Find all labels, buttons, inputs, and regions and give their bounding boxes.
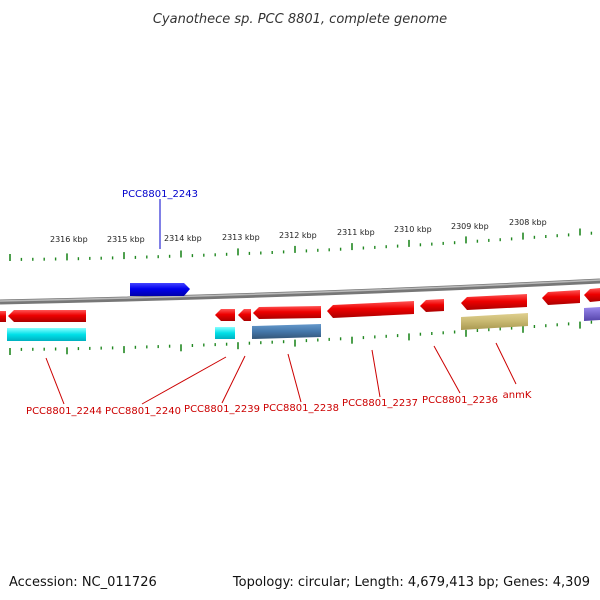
gene-arrow[interactable] — [0, 311, 6, 322]
gene-PCC8801_2244-arrow[interactable] — [8, 310, 86, 322]
gene-label-PCC8801_2240[interactable]: PCC8801_2240 — [105, 406, 181, 417]
cog-bar-khaki[interactable] — [461, 313, 528, 330]
ruler-label: 2314 kbp — [164, 234, 202, 243]
gene-PCC8801_2239-arrow[interactable] — [238, 309, 251, 321]
cog-bar-cyan[interactable] — [7, 328, 86, 341]
ruler-label: 2310 kbp — [394, 225, 432, 234]
gene-PCC8801_2240-arrow[interactable] — [215, 309, 235, 321]
gene-PCC8801_2238-arrow[interactable] — [253, 306, 321, 319]
cog-bars — [7, 307, 600, 341]
genome-backbone — [0, 278, 600, 305]
gene-label-PCC8801_2244[interactable]: PCC8801_2244 — [26, 406, 102, 417]
summary-text: Topology: circular; Length: 4,679,413 bp… — [232, 575, 590, 590]
cog-bar-steelblue[interactable] — [252, 324, 321, 339]
ruler-label: 2311 kbp — [337, 228, 375, 237]
gene-PCC8801_2237-arrow[interactable] — [327, 301, 414, 318]
gene-callouts — [45, 199, 517, 405]
ruler-label: 2312 kbp — [279, 231, 317, 240]
genome-title: Cyanothece sp. PCC 8801, complete genome — [153, 12, 447, 27]
gene-label-PCC8801_2236[interactable]: PCC8801_2236 — [422, 395, 498, 406]
callout-line — [371, 349, 381, 398]
callout-line — [45, 357, 65, 405]
tick-row-top — [9, 228, 593, 261]
gene-label-PCC8801_2237[interactable]: PCC8801_2237 — [342, 398, 418, 409]
cog-bar-cyan[interactable] — [215, 327, 235, 339]
cog-bar-purple[interactable] — [584, 307, 600, 321]
minus-strand-genes — [0, 288, 600, 322]
tick-row-bottom — [9, 320, 593, 355]
ruler-labels: 2316 kbp 2315 kbp 2314 kbp 2313 kbp 2312… — [50, 218, 547, 244]
gene-anmK-arrow[interactable] — [461, 294, 527, 310]
gene-PCC8801_2243[interactable] — [130, 283, 190, 296]
gene-label-PCC8801_2243[interactable]: PCC8801_2243 — [122, 189, 198, 200]
ruler-label: 2313 kbp — [222, 233, 260, 242]
ruler-label: 2309 kbp — [451, 222, 489, 231]
gene-PCC8801_2236-arrow[interactable] — [420, 299, 444, 312]
gene-label-PCC8801_2238[interactable]: PCC8801_2238 — [263, 403, 339, 414]
gene-label-PCC8801_2239[interactable]: PCC8801_2239 — [184, 404, 260, 415]
callout-line — [141, 356, 227, 405]
callout-line — [495, 342, 517, 385]
genome-backbone-highlight — [0, 279, 600, 302]
gene-label-anmK[interactable]: anmK — [503, 390, 532, 401]
gene-arrow[interactable] — [130, 283, 190, 296]
ruler-label: 2308 kbp — [509, 218, 547, 227]
callout-line — [433, 345, 461, 394]
accession-text: Accession: NC_011726 — [9, 575, 157, 590]
callout-line — [287, 353, 302, 403]
gene-arrow[interactable] — [542, 290, 580, 305]
ruler-label: 2316 kbp — [50, 235, 88, 244]
gene-labels: PCC8801_2243 PCC8801_2244 PCC8801_2240 P… — [26, 189, 532, 417]
gene-arrow[interactable] — [584, 288, 600, 302]
callout-line — [221, 355, 246, 404]
ruler-label: 2315 kbp — [107, 235, 145, 244]
